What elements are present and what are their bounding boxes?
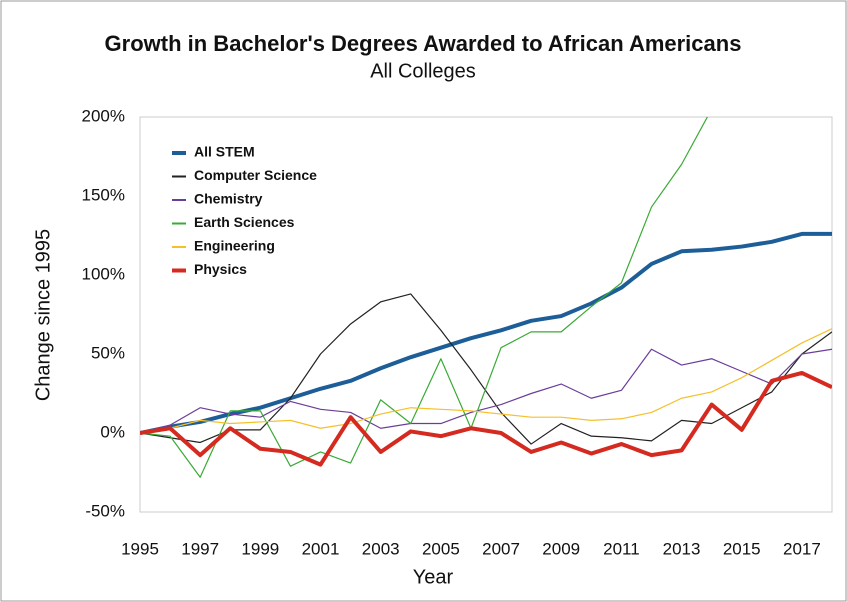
plot-area — [139, 116, 833, 513]
y-tick-label: -50% — [85, 501, 125, 520]
x-tick-label: 2005 — [422, 539, 460, 558]
x-tick-label: 2013 — [663, 539, 701, 558]
y-tick-label: 0% — [100, 422, 125, 441]
y-axis-label: Change since 1995 — [32, 229, 54, 401]
legend-label: Computer Science — [194, 167, 317, 183]
legend-label: Engineering — [194, 238, 275, 254]
x-tick-label: 2011 — [603, 539, 640, 558]
y-tick-label: 50% — [91, 343, 125, 362]
chart-title: Growth in Bachelor's Degrees Awarded to … — [105, 31, 742, 56]
x-tick-label: 2017 — [783, 539, 821, 558]
x-tick-label: 1995 — [121, 539, 159, 558]
y-tick-label: 100% — [82, 264, 125, 283]
legend-label: Earth Sciences — [194, 214, 295, 230]
series-line — [140, 117, 709, 478]
legend-label: Physics — [194, 261, 247, 277]
x-axis-label: Year — [413, 566, 454, 588]
x-tick-label: 2015 — [723, 539, 761, 558]
x-tick-label: 2003 — [362, 539, 400, 558]
x-tick-label: 1997 — [181, 539, 219, 558]
legend-label: Chemistry — [194, 191, 263, 207]
series-line — [140, 348, 832, 434]
series-line — [140, 231, 832, 435]
series-line — [140, 370, 832, 467]
series-line — [140, 328, 832, 434]
y-tick-label: 150% — [82, 185, 125, 204]
y-tick-label: 200% — [82, 106, 125, 125]
x-tick-label: 2009 — [542, 539, 580, 558]
plot-lines — [140, 117, 832, 478]
x-tick-label: 2007 — [482, 539, 520, 558]
legend-label: All STEM — [194, 144, 255, 160]
x-tick-label: 1999 — [241, 539, 279, 558]
series-line — [140, 293, 832, 445]
x-tick-label: 2001 — [302, 539, 340, 558]
chart-subtitle: All Colleges — [370, 60, 476, 82]
